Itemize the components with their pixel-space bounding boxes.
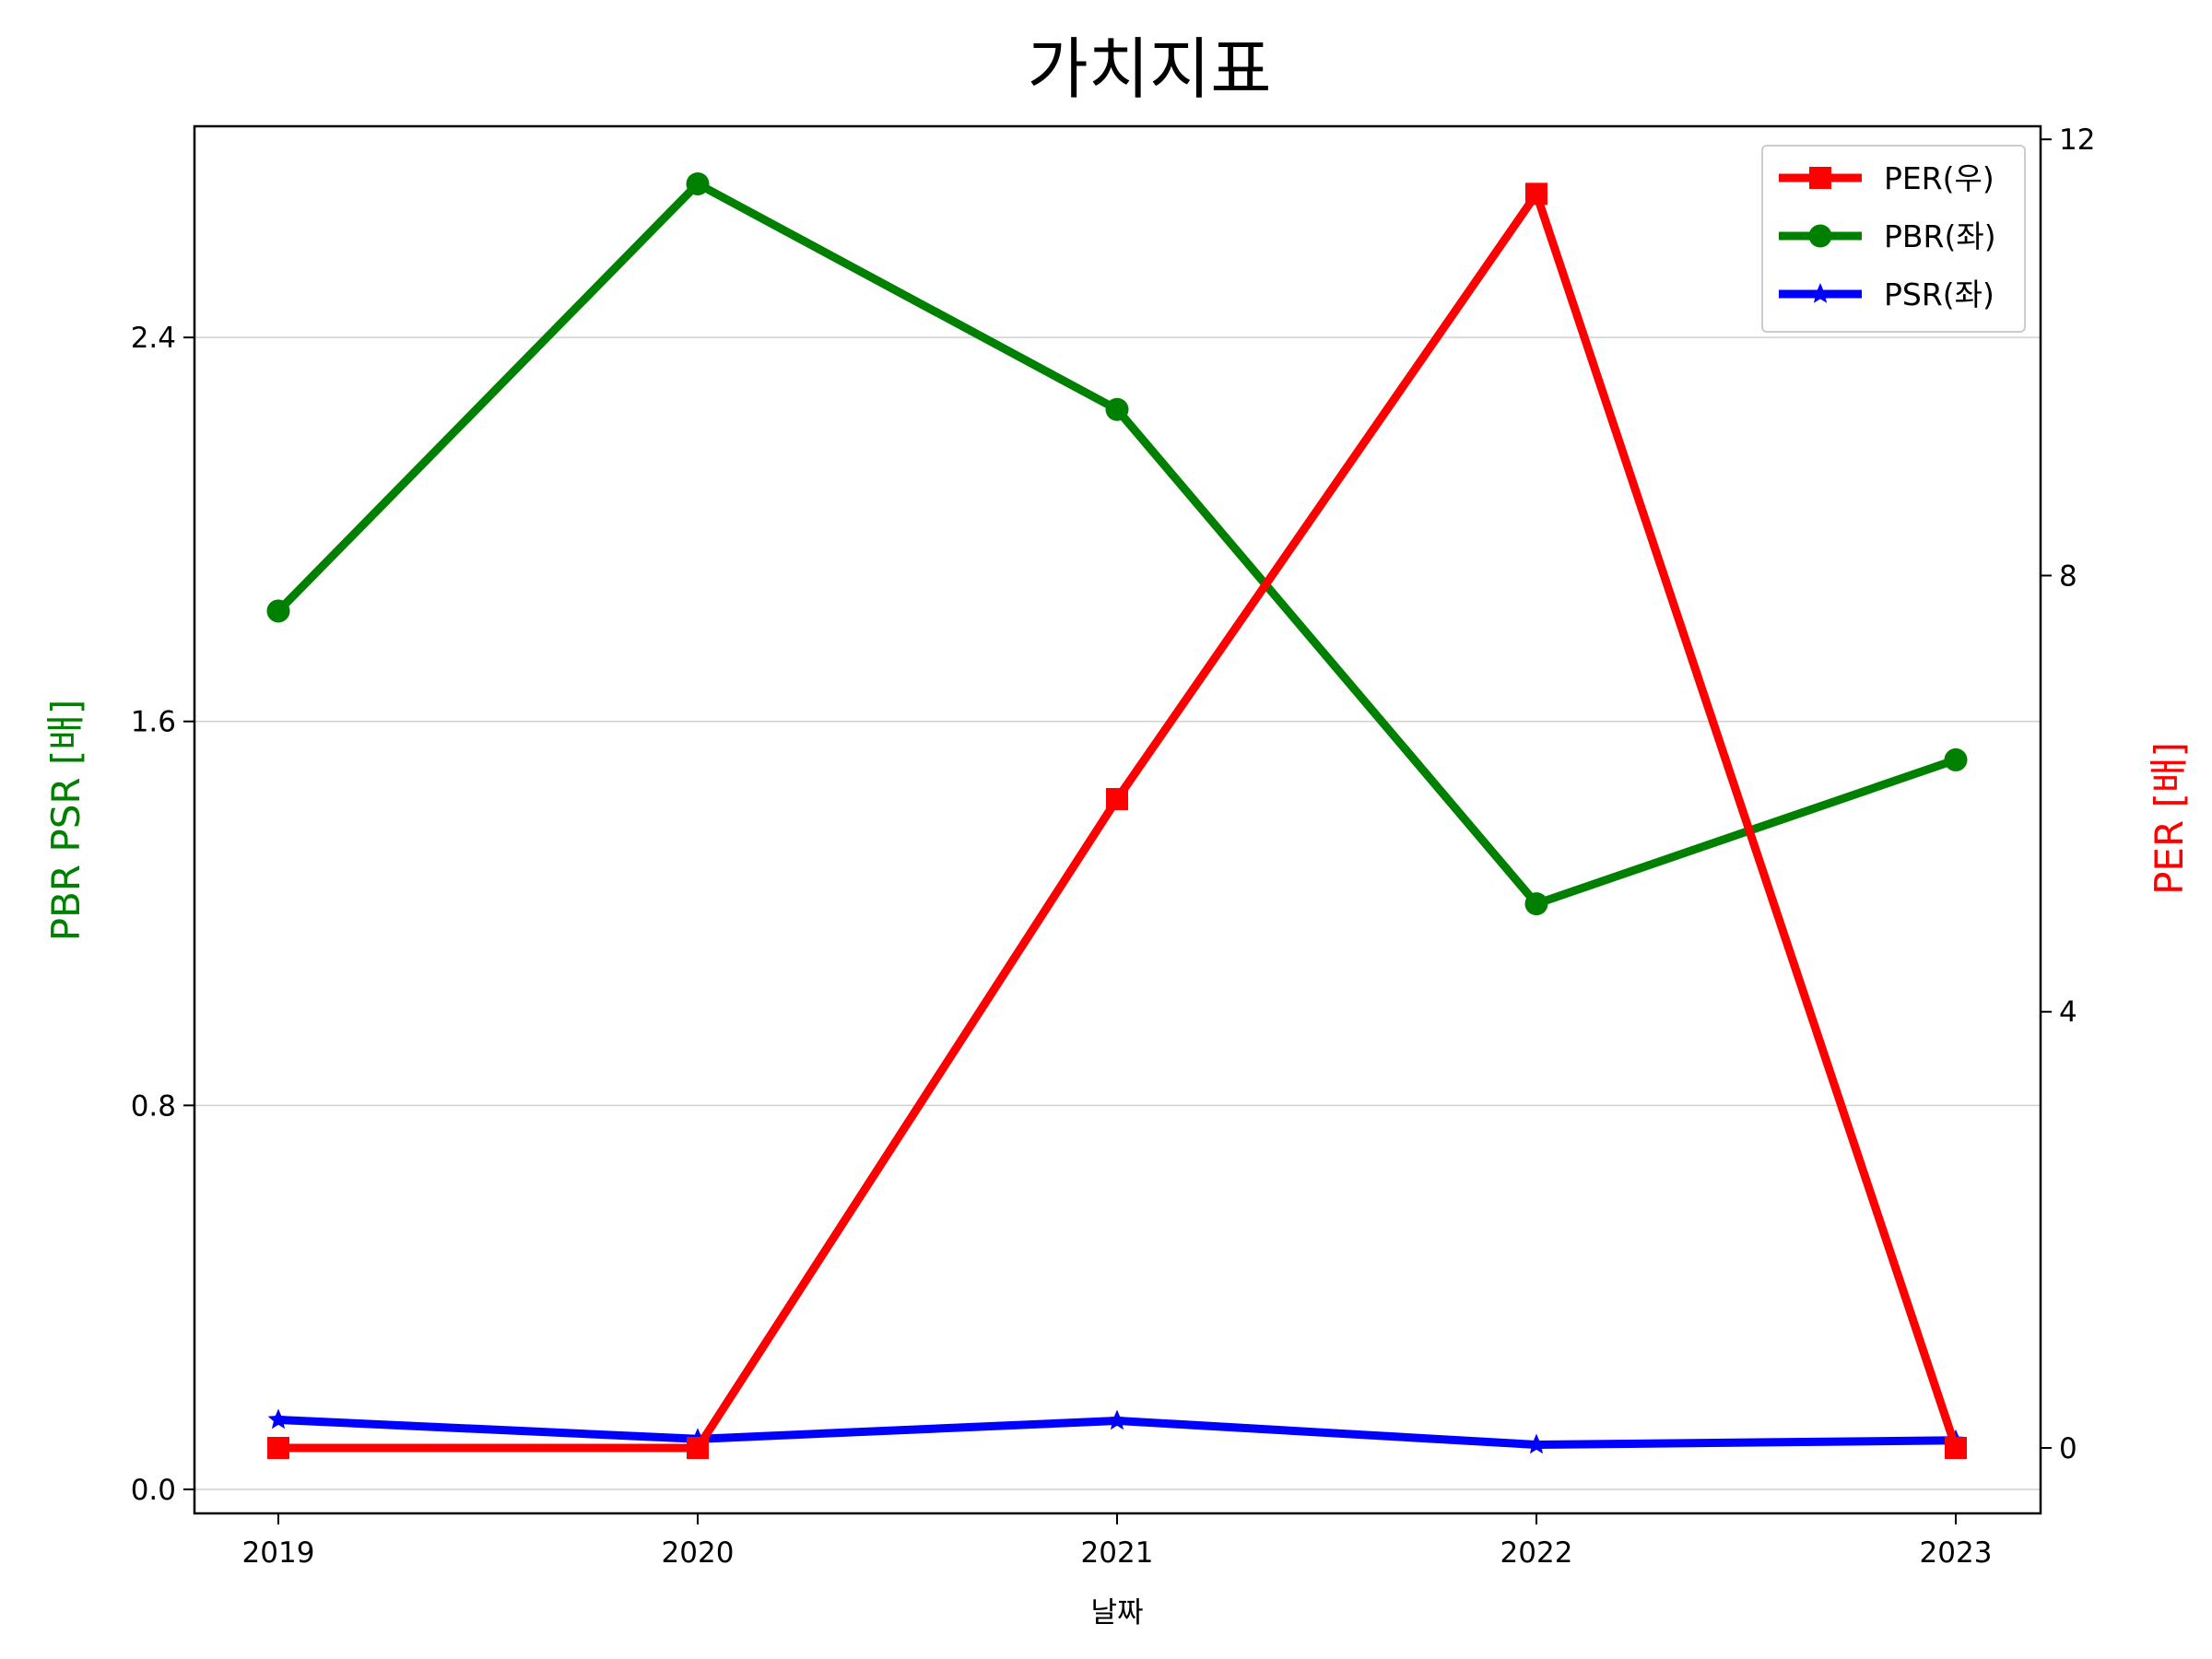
legend-label: PSR(좌) (1884, 276, 1994, 312)
series-1 (266, 171, 1968, 916)
data-point (1106, 1409, 1128, 1430)
y-left-tick-label: 0.8 (131, 1089, 176, 1123)
data-point (1944, 747, 1968, 771)
series-layer (266, 171, 1968, 1460)
y-left-tick-label: 1.6 (131, 706, 176, 739)
data-point (1945, 1437, 1967, 1460)
y-axis-right: 0 4 8 12 (2041, 124, 2095, 1465)
data-point (1525, 182, 1547, 206)
legend-marker (1809, 167, 1831, 189)
data-point (267, 1437, 289, 1460)
data-point (1105, 397, 1129, 421)
x-tick-label: 2023 (1920, 1536, 1993, 1570)
data-point (1106, 788, 1128, 811)
y-axis-right-title: PER [배] (2147, 742, 2192, 895)
y-axis-left: 0.0 0.8 1.6 2.4 (131, 322, 194, 1507)
grid (194, 336, 2041, 1490)
data-point (266, 599, 290, 623)
y-right-tick-label: 4 (2059, 996, 2077, 1030)
y-right-tick-label: 12 (2059, 124, 2095, 157)
data-point (686, 171, 710, 195)
y-left-tick-label: 0.0 (131, 1474, 176, 1507)
legend-box (1761, 145, 2026, 333)
x-tick-label: 2019 (242, 1536, 315, 1570)
data-point (267, 1408, 289, 1430)
data-point (1525, 1433, 1547, 1454)
y-left-tick-label: 2.4 (131, 322, 176, 355)
x-tick-label: 2022 (1500, 1536, 1573, 1570)
y-right-tick-label: 0 (2059, 1432, 2077, 1465)
x-tick-label: 2020 (662, 1536, 735, 1570)
legend-label: PBR(좌) (1884, 218, 1996, 254)
y-right-tick-label: 8 (2059, 559, 2077, 593)
series-0 (267, 182, 1967, 1460)
legend: PER(우) PBR(좌) PSR(좌) (1761, 145, 2026, 333)
x-axis: 2019 2020 2021 2022 2023 (242, 1513, 1993, 1570)
legend-marker (1808, 224, 1832, 248)
x-axis-title: 날짜 (1090, 1596, 1143, 1630)
legend-marker (1809, 283, 1831, 303)
legend-label: PER(우) (1884, 160, 1994, 196)
y-axis-left-title: PBR PSR [배] (43, 700, 88, 942)
data-point (687, 1437, 709, 1460)
x-tick-label: 2021 (1081, 1536, 1154, 1570)
chart-title: 가치지표 (1028, 30, 1272, 108)
data-point (1524, 892, 1548, 916)
